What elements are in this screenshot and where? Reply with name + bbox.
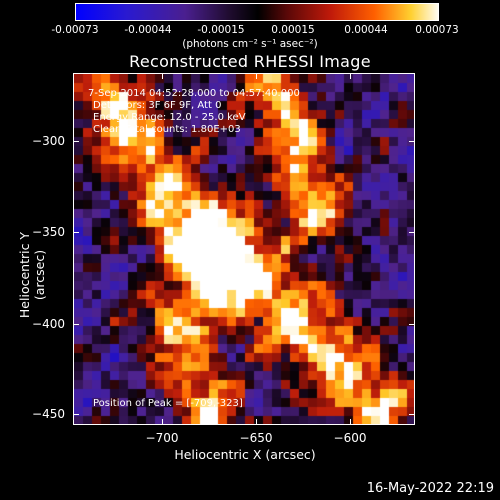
image-title: Reconstructed RHESSI Image	[129, 52, 371, 71]
colorbar-tick-label: 0.00044	[344, 24, 388, 36]
axis-tick-mark	[350, 419, 351, 425]
axis-tick-mark	[409, 141, 415, 142]
axis-tick-mark	[162, 419, 163, 425]
plot-timestamp: 16-May-2022 22:19	[366, 481, 494, 496]
colorbar-tick-label: -0.00044	[124, 24, 172, 36]
x-tick-label: −700	[145, 431, 179, 445]
axis-tick-mark	[409, 232, 415, 233]
y-tick-label: −450	[32, 407, 65, 421]
axis-tick-mark	[409, 324, 415, 325]
time-range-annotation: 7-Sep-2014 04:52:28.000 to 04:57:40.000	[88, 88, 300, 99]
colorbar-tick-label: 0.00073	[415, 24, 459, 36]
y-axis-label: Heliocentric Y (arcsec)	[17, 231, 47, 319]
axis-tick-mark	[350, 73, 351, 79]
y-tick-label: −350	[32, 225, 65, 239]
axis-tick-mark	[73, 141, 79, 142]
axis-tick-mark	[409, 414, 415, 415]
axis-tick-mark	[162, 73, 163, 79]
x-tick-label: −650	[239, 431, 273, 445]
colorbar-tick-label: -0.00015	[197, 24, 245, 36]
colorbar-tick-label: -0.00073	[51, 24, 99, 36]
y-tick-label: −300	[32, 134, 65, 148]
axis-tick-mark	[73, 232, 79, 233]
colorbar-tick-label: 0.00015	[271, 24, 315, 36]
axis-tick-mark	[73, 414, 79, 415]
colorbar-gradient	[76, 4, 438, 20]
peak-position-annotation: Position of Peak = [-709,-323]	[93, 398, 243, 409]
rhessi-intensity-map	[74, 74, 414, 424]
colorbar	[75, 3, 439, 21]
y-tick-label: −400	[32, 317, 65, 331]
clean-counts-annotation: Clean Total counts: 1.80E+03	[93, 124, 241, 135]
axis-tick-mark	[73, 324, 79, 325]
x-tick-label: −600	[333, 431, 367, 445]
axis-tick-mark	[256, 73, 257, 79]
detectors-annotation: Detectors: 3F 6F 9F, Att 0	[93, 100, 222, 111]
colorbar-unit-label: (photons cm⁻² s⁻¹ asec⁻²)	[182, 38, 318, 50]
energy-range-annotation: Energy Range: 12.0 - 25.0 keV	[93, 112, 246, 123]
rhessi-image-panel	[73, 73, 415, 425]
axis-tick-mark	[256, 419, 257, 425]
x-axis-label: Heliocentric X (arcsec)	[174, 447, 316, 462]
